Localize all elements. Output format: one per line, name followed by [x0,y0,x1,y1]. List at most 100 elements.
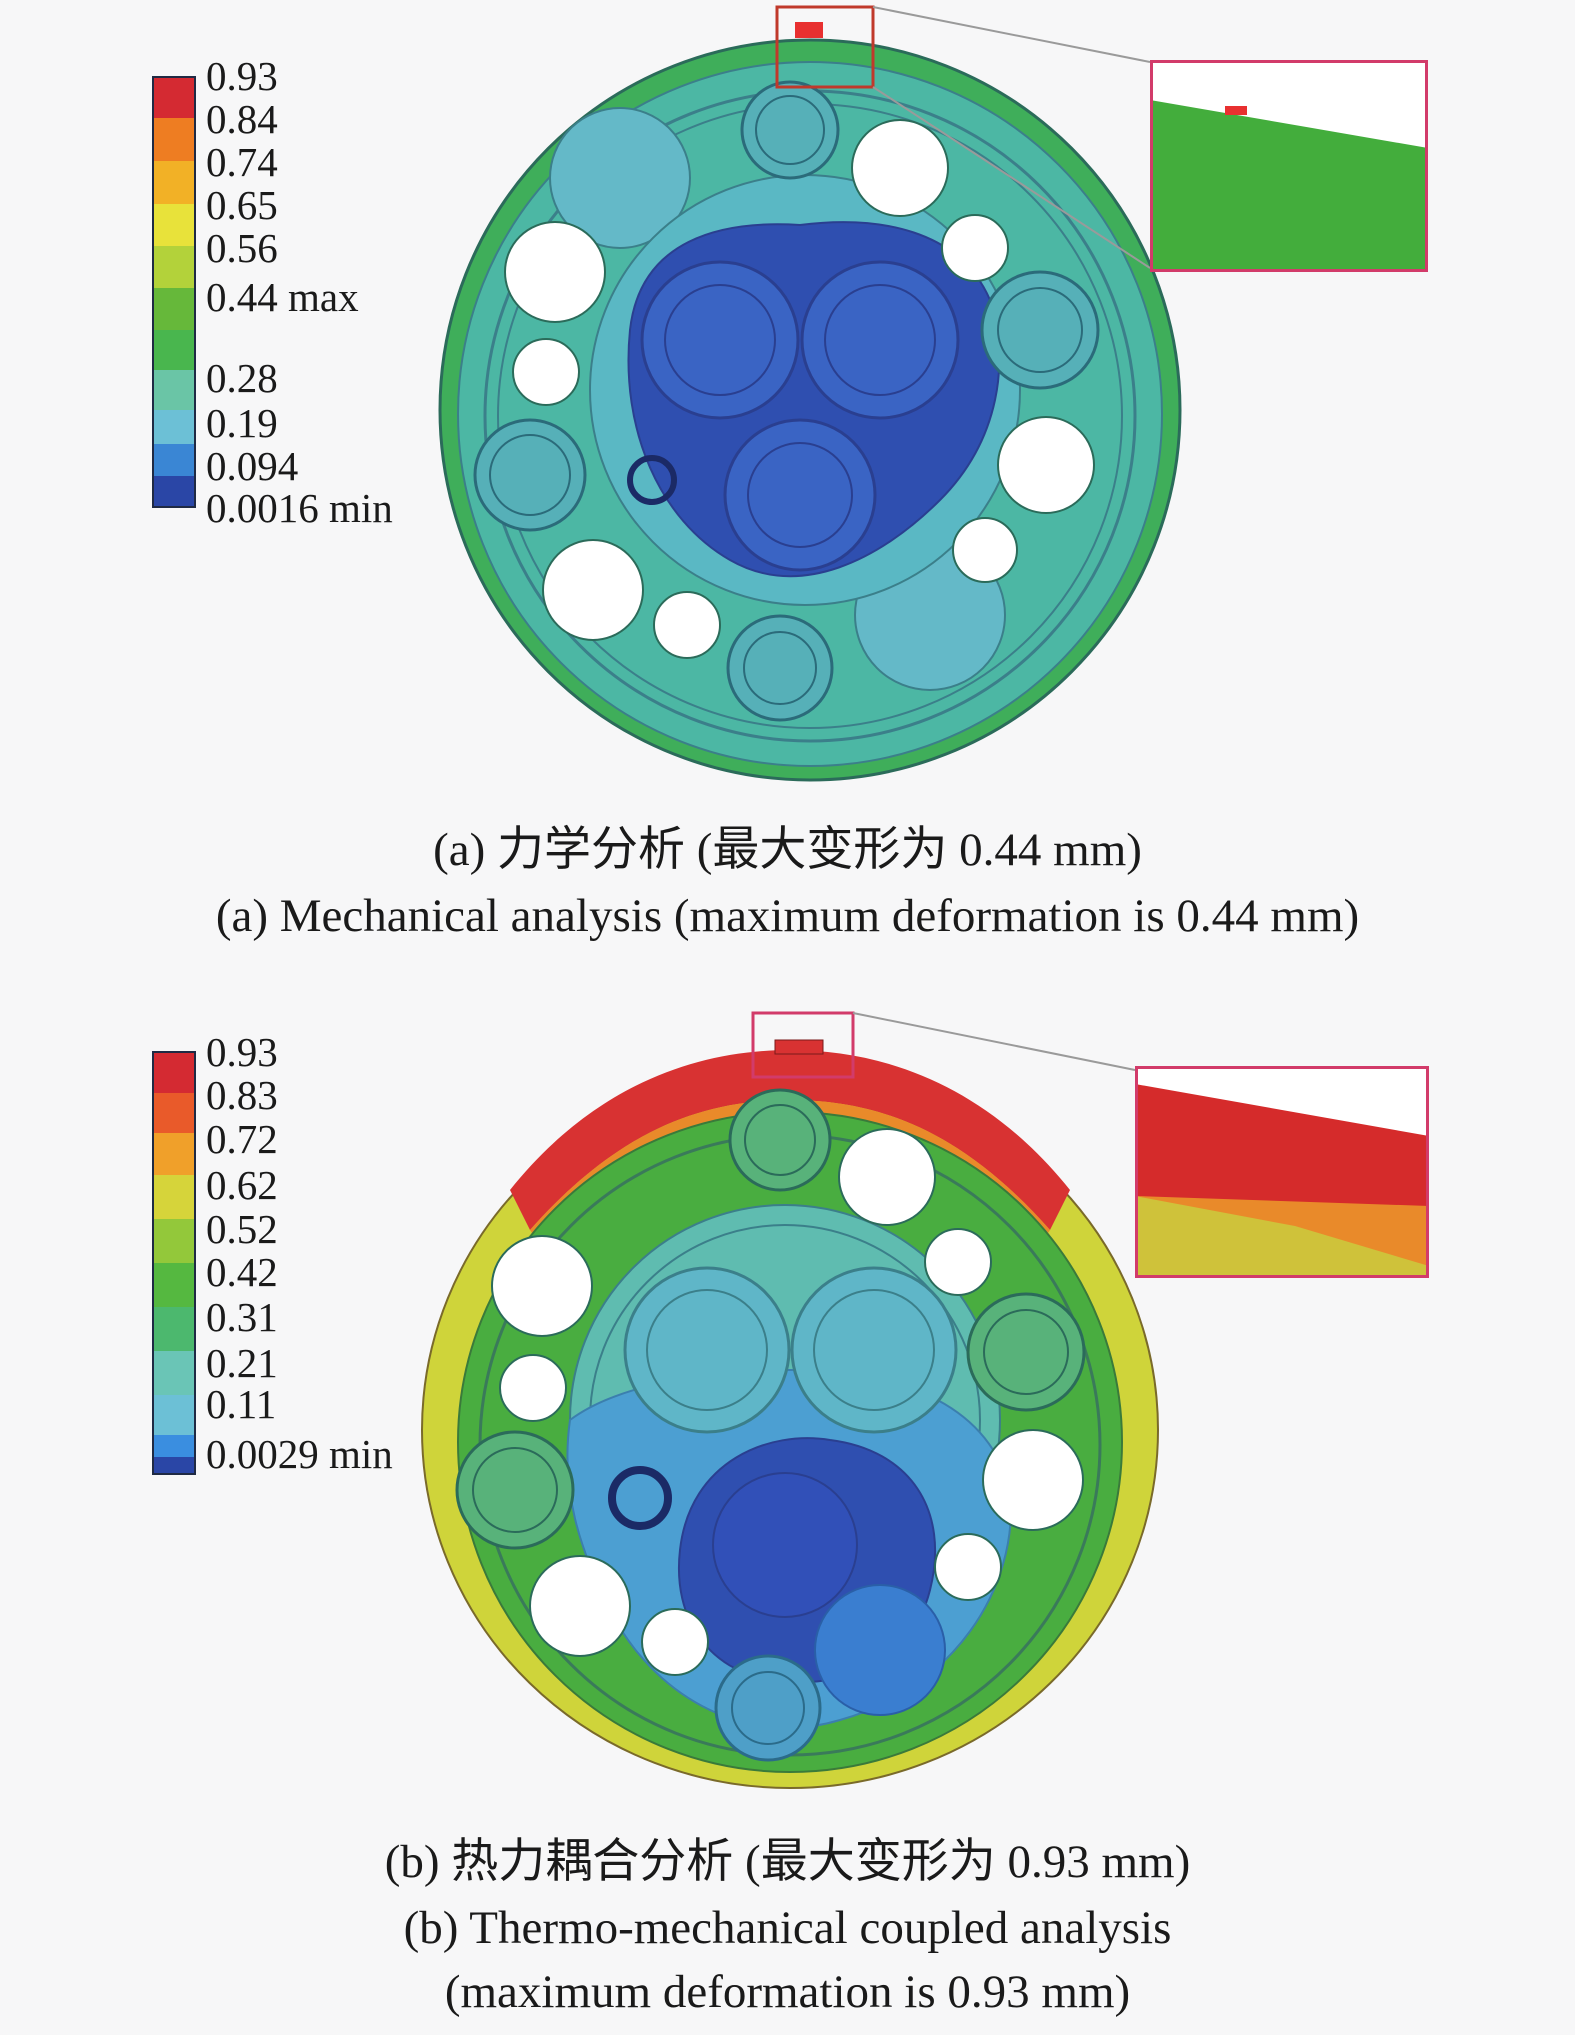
power-conductor [623,1266,791,1434]
legend-swatch [154,1263,194,1307]
legend-swatch [154,476,194,506]
empty-hole [529,1555,631,1657]
legend-tick-label: 0.84 [206,96,278,142]
sheath-hot-zone [510,1050,1070,1230]
legend-tick-label: 0.094 [206,443,299,489]
legend-swatch [154,161,194,204]
zoom-inset-yellow-layer [1135,1196,1429,1278]
empty-hole [997,416,1095,514]
legend-tick-label: 0.31 [206,1294,278,1340]
conductor-ring [664,284,776,396]
power-conductor [712,1472,858,1618]
zoom-leader-line [852,1012,1136,1071]
legend-swatch [154,410,194,444]
caption-a-chinese: (a) 力学分析 (最大变形为 0.44 mm) [433,824,1142,876]
zoom-leader-line [872,6,1151,63]
zoom-source-box [751,1011,855,1079]
fiber-bundle-ring [489,434,571,516]
legend-tick-label: 0.93 [206,1029,278,1075]
legend-swatch [154,1307,194,1351]
empty-hole [934,1533,1002,1601]
zoom-inset-frame [1150,60,1428,272]
conductor-ring [646,1289,768,1411]
zoom-inset-b [1135,1066,1429,1278]
legend-tick-label: 0.28 [206,355,278,401]
legend-tick-label-min: 0.0016 min [206,485,393,531]
legend-tick-label: 0.56 [206,225,278,271]
conductor-ring [824,284,936,396]
legend-tick-label: 0.72 [206,1116,278,1162]
conductor-ring [813,1289,935,1411]
caption-b-chinese: (b) 热力耦合分析 (最大变形为 0.93 mm) [384,1836,1191,1888]
legend-tick-label: 0.42 [206,1249,278,1295]
legend-color-bar-b [152,1051,196,1475]
legend-swatch [154,246,194,288]
legend-tick-label: 0.21 [206,1340,278,1386]
empty-hole [851,119,949,217]
caption-a-english: (a) Mechanical analysis (maximum deforma… [215,890,1360,942]
empty-hole [924,1228,992,1296]
legend-swatch [154,118,194,161]
empty-hole [542,539,644,641]
filler-region [814,1584,946,1716]
empty-hole [838,1128,936,1226]
fiber-bundle-ring [755,95,825,165]
legend-swatch [154,1133,194,1175]
legend-tick-label: 0.74 [206,139,278,185]
fiber-bundle-ring [983,1309,1069,1395]
legend-tick-label: 0.83 [206,1072,278,1118]
legend-swatch [154,1093,194,1133]
legend-swatch [154,204,194,246]
zoom-leader-line [872,86,1151,269]
legend-color-bar-a [152,76,196,508]
empty-hole [653,591,721,659]
legend-tick-label: 0.93 [206,53,278,99]
conductor-ring [747,442,853,548]
legend-swatch [154,1219,194,1263]
legend-tick-label: 0.11 [206,1381,277,1427]
contour-legend-b: 0.93 0.83 0.72 0.62 0.52 0.42 0.31 0.21 … [152,1032,512,1477]
empty-hole [641,1608,709,1676]
legend-swatch [154,1175,194,1219]
fiber-bundle-ring [997,287,1083,373]
empty-hole [512,338,580,406]
legend-swatch [154,370,194,410]
filler-region [549,107,691,249]
panel-a-mechanical-analysis: 0.93 0.84 0.74 0.65 0.56 0.44 max 0.28 0… [0,0,1575,980]
zoom-max-marker [1225,106,1247,115]
small-cable-ring [627,455,677,505]
legend-tick-label-min: 0.0029 min [206,1431,393,1477]
legend-tick-label: 0.65 [206,182,278,228]
zoom-inset-a [1150,60,1428,272]
contour-legend-a: 0.93 0.84 0.74 0.65 0.56 0.44 max 0.28 0… [152,56,512,529]
fiber-bundle [980,270,1100,390]
legend-swatch [154,1351,194,1395]
fiber-bundle [473,418,587,532]
empty-hole [504,221,606,323]
legend-swatch [154,444,194,476]
legend-swatch [154,330,194,370]
caption-b-english-line2: (maximum deformation is 0.93 mm) [444,1966,1131,2018]
empty-hole [982,1429,1084,1531]
legend-swatch [154,1053,194,1093]
max-deformation-marker [774,1039,824,1055]
deformation-contour-model-a [438,5,1182,782]
legend-swatch [154,1457,194,1473]
empty-hole [491,1235,593,1337]
legend-tick-label: 0.19 [206,400,278,446]
small-cable-ring [608,1466,672,1530]
caption-b-english-line1: (b) Thermo-mechanical coupled analysis [403,1902,1172,1954]
legend-tick-label-max: 0.44 max [206,274,359,320]
fiber-bundle-ring [744,1104,816,1176]
legend-swatch [154,288,194,330]
panel-b-thermo-mechanical-analysis: 0.93 0.83 0.72 0.62 0.52 0.42 0.31 0.21 … [0,990,1575,2035]
legend-swatch [154,1435,194,1457]
zoom-inset-frame [1135,1066,1429,1278]
zoom-inset-surface [1150,100,1428,272]
empty-hole [952,517,1018,583]
fiber-bundle [455,1430,575,1550]
zoom-source-box [775,5,875,89]
empty-hole [499,1354,567,1422]
max-deformation-marker [795,22,823,38]
power-conductor [790,1266,958,1434]
